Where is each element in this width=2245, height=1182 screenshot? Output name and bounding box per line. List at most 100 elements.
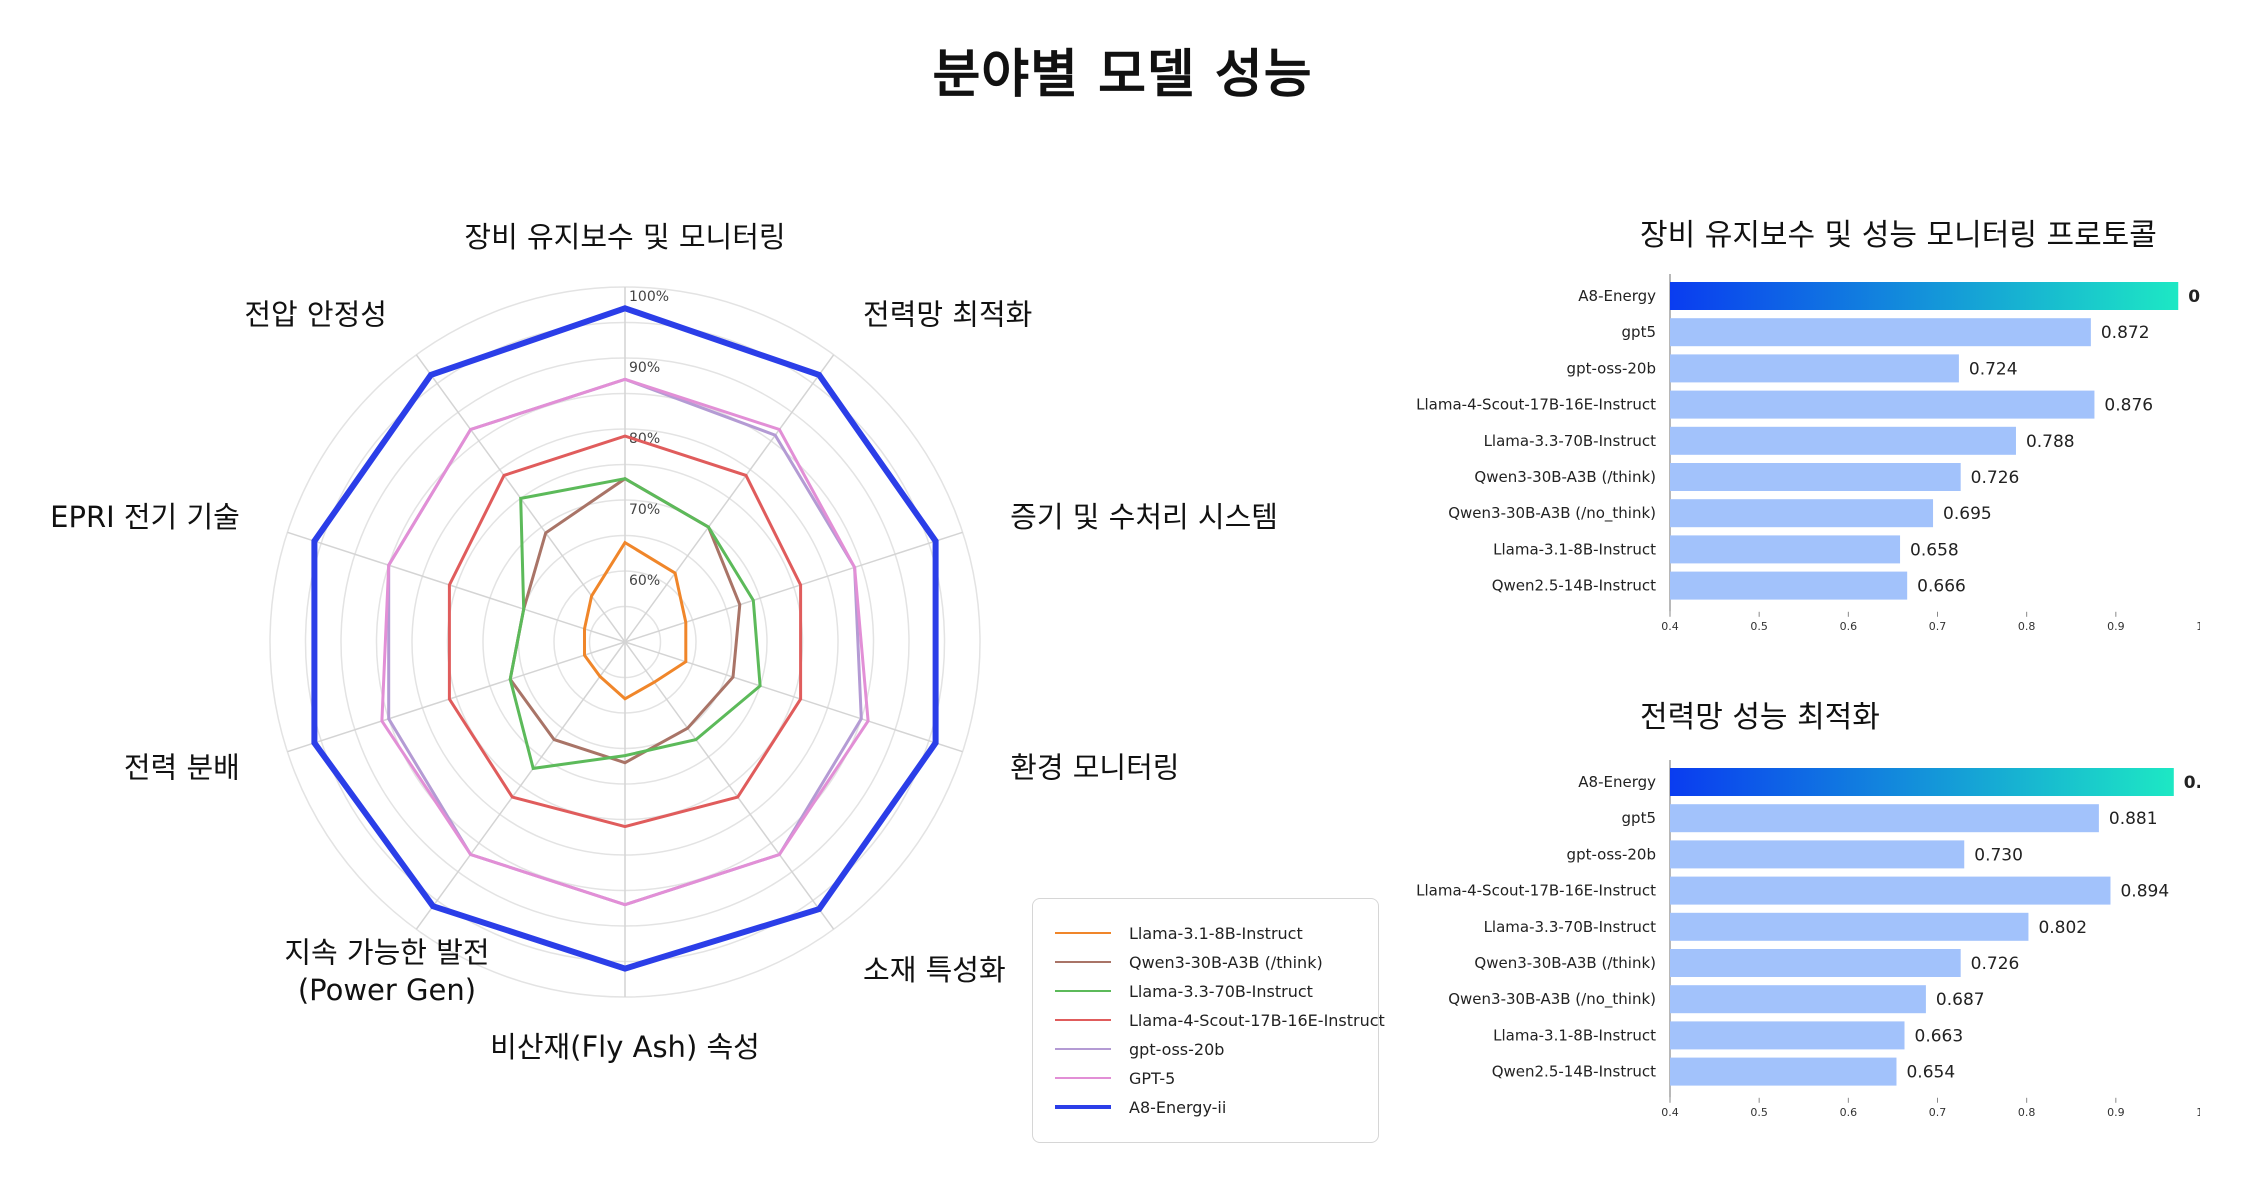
bar-chart-2: 0.4 0.5 0.6 0.7 0.8 0.9 1.0 A8-Energy 0.965 gpt5 0…: [1416, 760, 2200, 1119]
bar-category-label: Qwen3-30B-A3B (/no_think): [1448, 504, 1656, 523]
legend-label: Llama-3.3-70B-Instruct: [1129, 981, 1313, 1001]
legend-swatch: [1055, 1048, 1111, 1050]
legend-swatch: [1055, 1105, 1111, 1109]
bar-value-label: 0.881: [2109, 809, 2158, 829]
radar-tick-label: 100%: [629, 289, 669, 305]
bar-llama-3-3-70b-instruct: [1670, 426, 2016, 455]
bar-x-tick-label: 1.0: [2196, 620, 2200, 633]
bar-value-label: 0.965: [2184, 773, 2200, 793]
radar-axis-label: EPRI 전기 기술: [50, 500, 240, 534]
bar-x-tick-label: 0.4: [1661, 620, 1679, 633]
radar-axis-label: 장비 유지보수 및 모니터링: [464, 220, 785, 254]
bar-category-label: Llama-4-Scout-17B-16E-Instruct: [1416, 396, 1656, 414]
bar-llama-4-scout-17b-16e-instruct: [1670, 390, 2095, 419]
bar-qwen3-30b-a3b-think: [1670, 463, 1961, 491]
bar-value-label: 0.695: [1943, 504, 1992, 524]
bar-value-label: 0.894: [2120, 882, 2169, 902]
bar-x-tick-label: 0.6: [1840, 1106, 1858, 1119]
bar-x-tick-label: 0.9: [2107, 1106, 2125, 1119]
legend-label: gpt-oss-20b: [1129, 1039, 1225, 1059]
bar-chart-1-title: 장비 유지보수 및 성능 모니터링 프로토콜: [1640, 218, 2157, 253]
radar-tick-label: 80%: [629, 431, 660, 447]
bar-category-label: Qwen2.5-14B-Instruct: [1492, 1063, 1656, 1081]
bar-value-label: 0.872: [2101, 323, 2150, 343]
radar-spoke: [287, 531, 626, 643]
legend-item: Qwen3-30B-A3B (/think): [1055, 948, 1323, 976]
bar-category-label: Qwen3-30B-A3B (/no_think): [1448, 990, 1656, 1009]
bar-value-label: 0.724: [1969, 359, 2018, 379]
bar-x-tick-label: 0.5: [1750, 620, 1768, 633]
legend-swatch: [1055, 1019, 1111, 1021]
radar-tick-label: 90%: [629, 360, 660, 376]
bar-x-tick-label: 0.4: [1661, 1106, 1679, 1119]
legend-label: Llama-3.1-8B-Instruct: [1129, 923, 1303, 943]
legend-item: gpt-oss-20b: [1055, 1035, 1224, 1063]
bar-category-label: Qwen3-30B-A3B (/think): [1474, 468, 1656, 486]
bar-value-label: 0.687: [1936, 990, 1985, 1010]
bar-value-label: 0.726: [1971, 468, 2020, 488]
legend-swatch: [1055, 932, 1111, 934]
bar-qwen2-5-14b-instruct: [1670, 571, 1908, 600]
legend-item: Llama-4-Scout-17B-16E-Instruct: [1055, 1006, 1385, 1034]
bar-qwen3-30b-a3b-no-think: [1670, 499, 1934, 528]
bar-chart-1: 0.4 0.5 0.6 0.7 0.8 0.9 1.0 A8-Energy 0.970 gpt5 0…: [1416, 274, 2200, 633]
legend-label: Qwen3-30B-A3B (/think): [1129, 952, 1323, 972]
bar-qwen3-30b-a3b-think: [1670, 949, 1961, 977]
bar-value-label: 0.730: [1974, 845, 2023, 865]
bar-category-label: gpt-oss-20b: [1567, 845, 1656, 863]
radar-axis-label: 전력 분배: [124, 750, 240, 784]
bar-a8-energy: [1670, 768, 2174, 796]
bar-category-label: A8-Energy: [1578, 773, 1656, 791]
legend-label: A8-Energy-ii: [1129, 1097, 1227, 1117]
legend-swatch: [1055, 1077, 1111, 1079]
radar-spoke: [287, 641, 626, 753]
radar-axis-label: 증기 및 수처리 시스템: [1010, 500, 1278, 534]
bar-category-label: Qwen3-30B-A3B (/think): [1474, 954, 1656, 972]
bar-category-label: Llama-3.1-8B-Instruct: [1493, 1026, 1656, 1044]
bar-value-label: 0.802: [2038, 918, 2087, 938]
radar-tick-label: 60%: [629, 573, 660, 589]
bar-gpt-oss-20b: [1670, 354, 1959, 383]
bar-llama-4-scout-17b-16e-instruct: [1670, 876, 2111, 905]
bar-llama-3-3-70b-instruct: [1670, 912, 2029, 941]
radar-spoke: [624, 641, 963, 753]
legend-swatch: [1055, 961, 1111, 963]
legend-label: GPT-5: [1129, 1068, 1176, 1088]
radar-axis-label: 환경 모니터링: [1010, 750, 1179, 784]
bar-qwen2-5-14b-instruct: [1670, 1057, 1897, 1086]
bar-category-label: gpt-oss-20b: [1567, 359, 1656, 377]
legend-item: Llama-3.1-8B-Instruct: [1055, 919, 1303, 947]
bar-value-label: 0.788: [2026, 432, 2075, 452]
bar-category-label: Llama-4-Scout-17B-16E-Instruct: [1416, 882, 1656, 900]
bar-category-label: Llama-3.3-70B-Instruct: [1484, 432, 1657, 450]
radar-series-llama-3-1-8b-instruct: [583, 540, 688, 701]
bar-category-label: Llama-3.3-70B-Instruct: [1484, 918, 1657, 936]
bar-value-label: 0.970: [2188, 287, 2200, 307]
bar-x-tick-label: 0.8: [2018, 620, 2036, 633]
legend-item: GPT-5: [1055, 1064, 1175, 1092]
radar-series-llama-4-scout-17b-16e-instruct: [447, 434, 803, 829]
bar-chart-2-title: 전력망 성능 최적화: [1640, 700, 1880, 735]
bar-value-label: 0.876: [2104, 396, 2153, 416]
bar-x-tick-label: 0.5: [1750, 1106, 1768, 1119]
radar-grid: [269, 286, 981, 998]
radar-axis-label: 전력망 최적화: [863, 297, 1032, 331]
legend-label: Llama-4-Scout-17B-16E-Instruct: [1129, 1010, 1385, 1030]
legend-swatch: [1055, 990, 1111, 992]
bar-gpt5: [1670, 804, 2099, 833]
radar-spoke: [624, 641, 835, 930]
radar-spoke: [415, 641, 626, 930]
bar-x-tick-label: 0.6: [1840, 620, 1858, 633]
radar-axis-label: 비산재(Fly Ash) 속성: [490, 1030, 760, 1064]
bar-value-label: 0.666: [1917, 577, 1966, 597]
radar-legend: Llama-3.1-8B-Instruct Qwen3-30B-A3B (/thi…: [1032, 898, 1385, 1143]
bar-x-tick-label: 0.8: [2018, 1106, 2036, 1119]
radar-series-qwen3-30b-a3b-think: [508, 476, 742, 765]
radar-series-llama-3-3-70b-instruct: [508, 477, 762, 771]
bar-value-label: 0.726: [1971, 954, 2020, 974]
radar-axis-label: 소재 특성화: [863, 953, 1006, 987]
bar-category-label: Qwen2.5-14B-Instruct: [1492, 577, 1656, 595]
radar-series-gpt-5: [380, 377, 870, 907]
bar-value-label: 0.658: [1910, 540, 1959, 560]
radar-spoke: [624, 531, 963, 643]
